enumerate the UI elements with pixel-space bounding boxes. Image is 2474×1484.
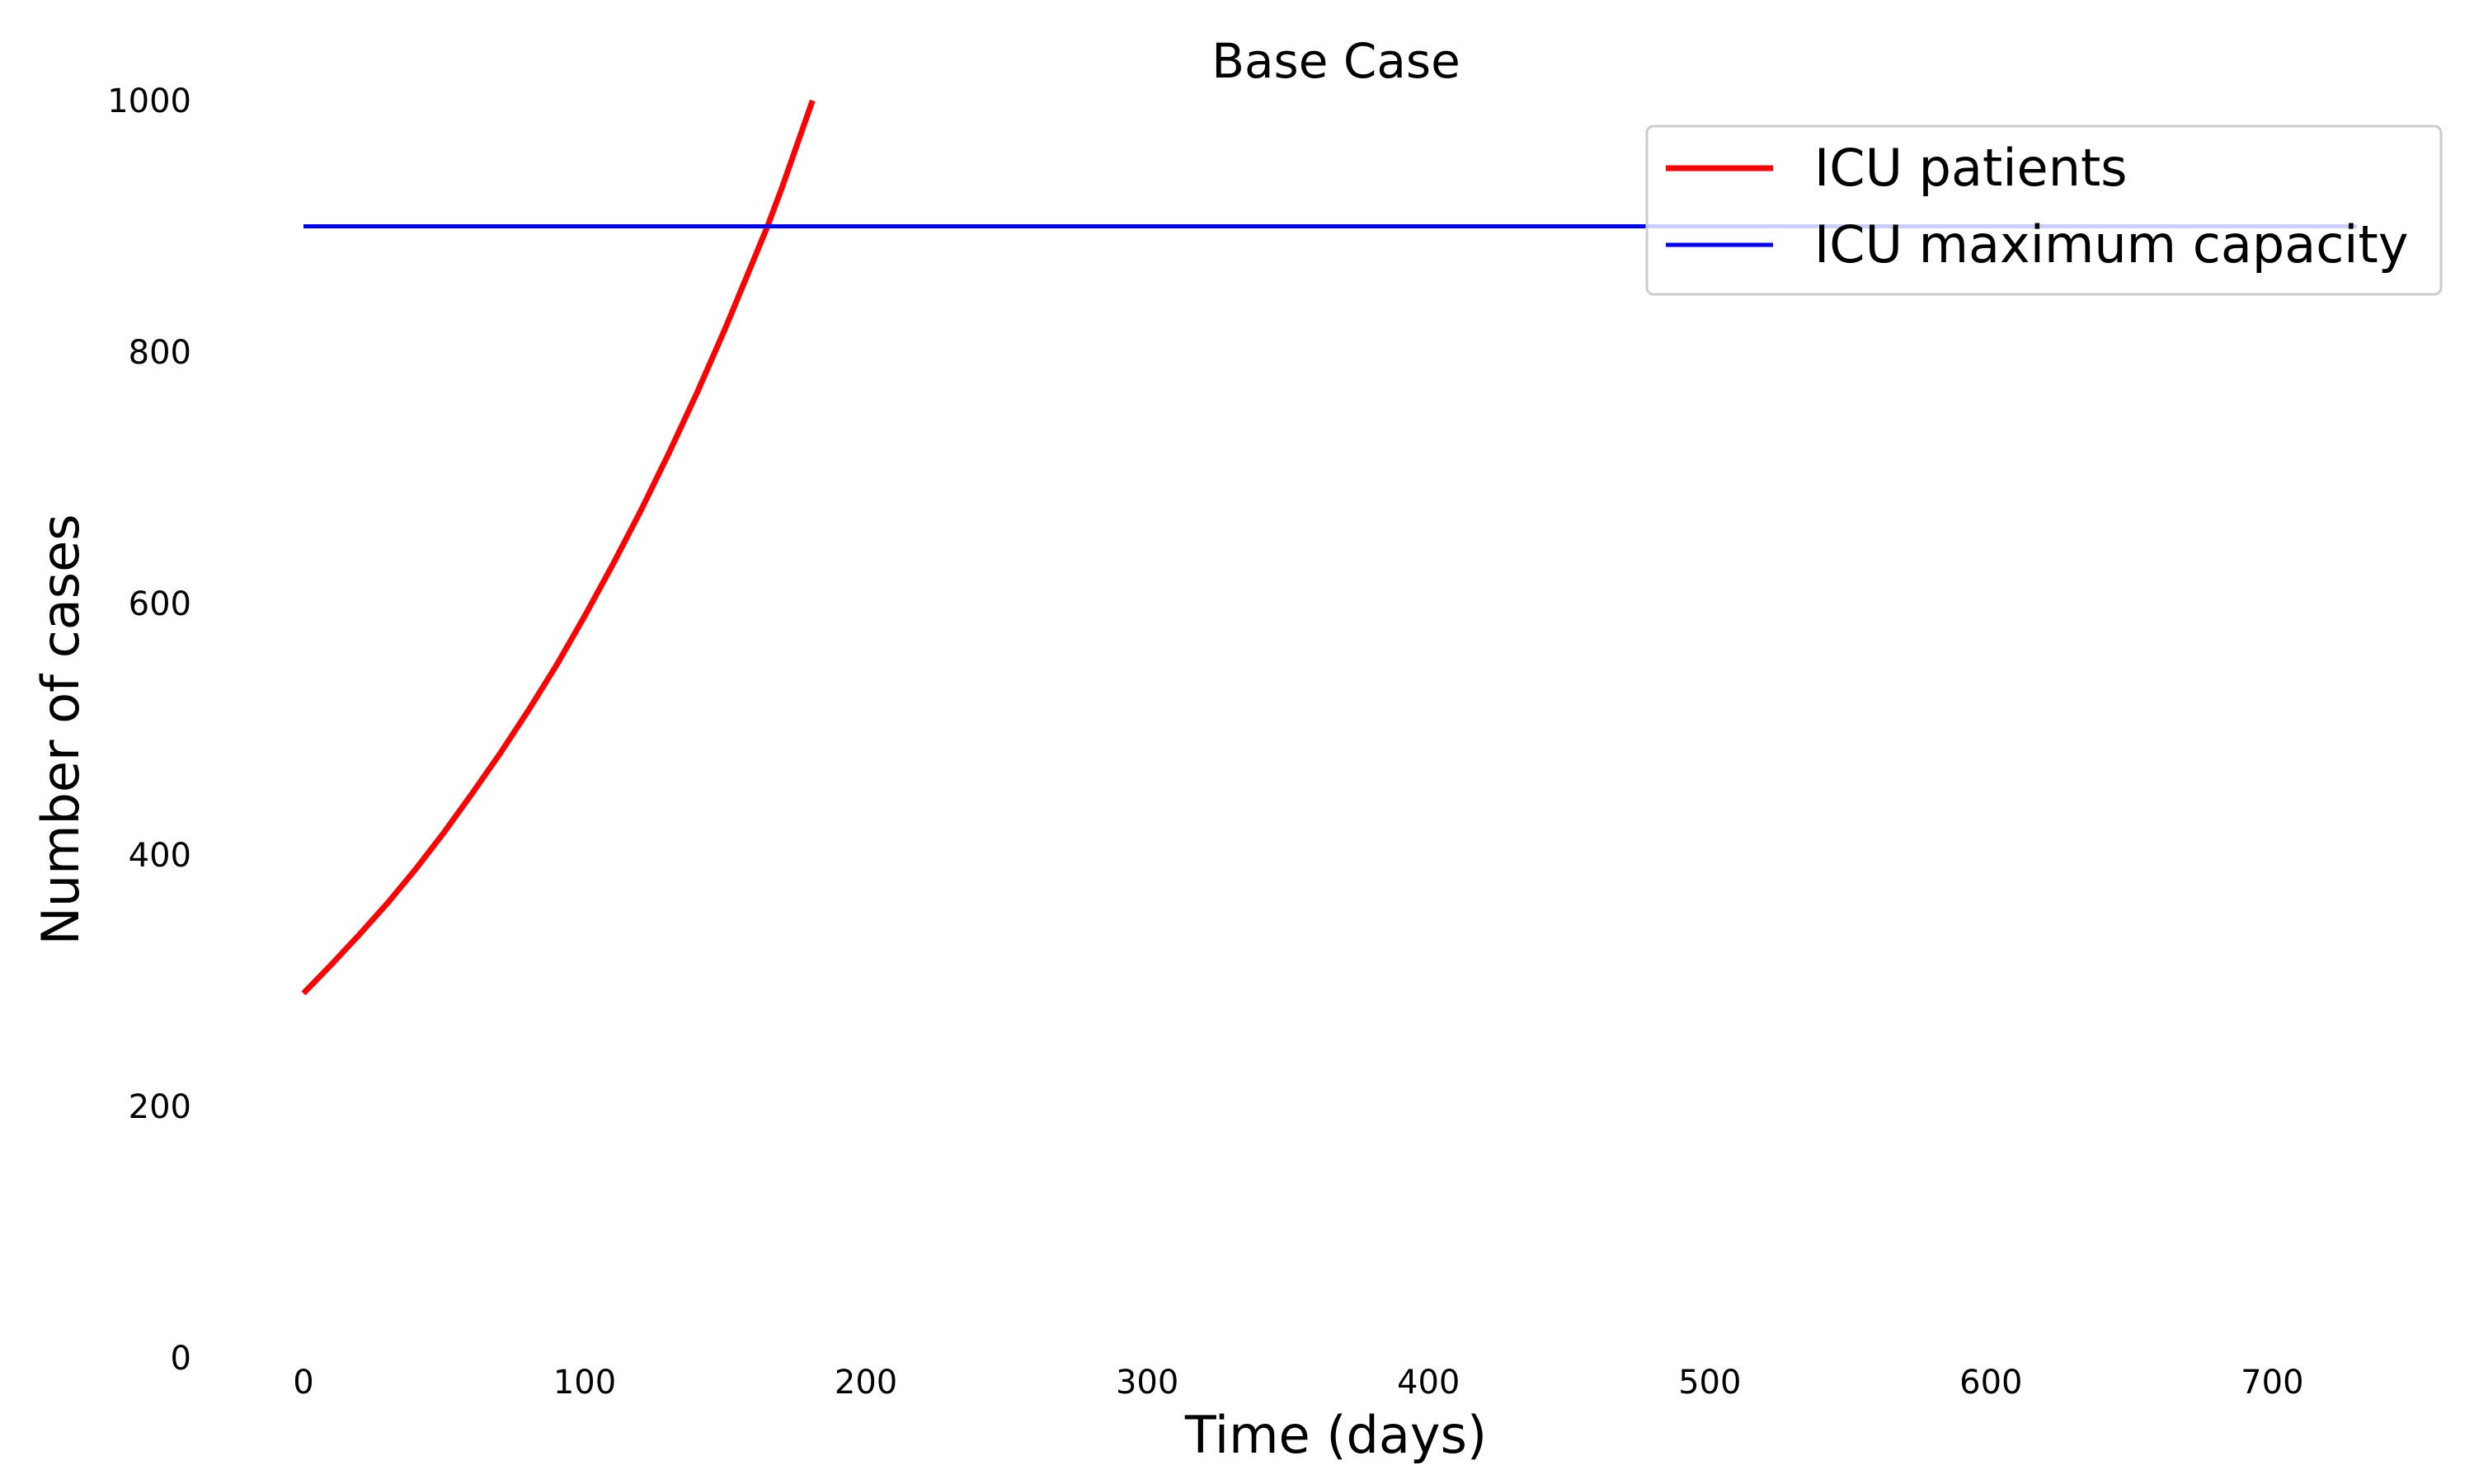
legend: ICU patients ICU maximum capacity — [1645, 124, 2443, 296]
y-tick-label: 800 — [129, 334, 191, 372]
x-tick-label: 100 — [553, 1364, 616, 1402]
y-axis-label: Number of cases — [31, 514, 91, 945]
legend-label-icu-maximum-capacity: ICU maximum capacity — [1814, 214, 2409, 275]
x-axis-ticks: 0 100 200 300 400 500 600 700 — [293, 1364, 2303, 1402]
x-tick-label: 400 — [1397, 1364, 1460, 1402]
chart-title: Base Case — [1211, 33, 1460, 89]
y-tick-label: 0 — [171, 1340, 191, 1378]
legend-label-icu-patients: ICU patients — [1814, 138, 2128, 198]
x-tick-label: 700 — [2241, 1364, 2303, 1402]
series-line-icu-patients — [301, 99, 816, 996]
x-tick-label: 500 — [1678, 1364, 1741, 1402]
y-tick-label: 400 — [129, 837, 191, 875]
y-tick-label: 200 — [129, 1088, 191, 1126]
x-tick-label: 0 — [293, 1364, 313, 1402]
x-axis-label: Time (days) — [1184, 1405, 1487, 1465]
x-tick-label: 300 — [1116, 1364, 1178, 1402]
y-axis-ticks: 0 200 400 600 800 1000 — [107, 82, 191, 1378]
legend-box — [1645, 124, 2443, 296]
x-tick-label: 200 — [835, 1364, 897, 1402]
y-tick-label: 1000 — [107, 82, 191, 120]
x-tick-label: 600 — [1959, 1364, 2022, 1402]
y-tick-label: 600 — [129, 585, 191, 623]
